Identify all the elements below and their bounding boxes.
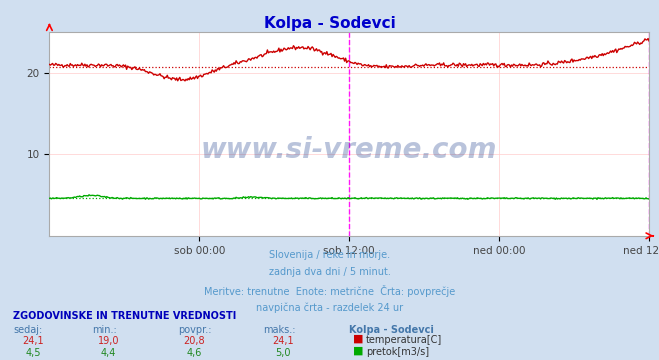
Text: ZGODOVINSKE IN TRENUTNE VREDNOSTI: ZGODOVINSKE IN TRENUTNE VREDNOSTI	[13, 311, 237, 321]
Text: 19,0: 19,0	[98, 336, 119, 346]
Text: povpr.:: povpr.:	[178, 325, 212, 335]
Text: pretok[m3/s]: pretok[m3/s]	[366, 347, 429, 357]
Text: www.si-vreme.com: www.si-vreme.com	[201, 136, 498, 165]
Text: Slovenija / reke in morje.: Slovenija / reke in morje.	[269, 250, 390, 260]
Text: zadnja dva dni / 5 minut.: zadnja dva dni / 5 minut.	[269, 267, 390, 278]
Text: maks.:: maks.:	[264, 325, 296, 335]
Text: 24,1: 24,1	[273, 336, 294, 346]
Text: min.:: min.:	[92, 325, 117, 335]
Text: Kolpa - Sodevci: Kolpa - Sodevci	[349, 325, 434, 335]
Text: ■: ■	[353, 345, 363, 355]
Text: 5,0: 5,0	[275, 348, 291, 358]
Text: ■: ■	[353, 333, 363, 343]
Text: sedaj:: sedaj:	[13, 325, 42, 335]
Text: 24,1: 24,1	[22, 336, 43, 346]
Text: 4,4: 4,4	[101, 348, 117, 358]
Text: temperatura[C]: temperatura[C]	[366, 335, 442, 345]
Text: Meritve: trenutne  Enote: metrične  Črta: povprečje: Meritve: trenutne Enote: metrične Črta: …	[204, 285, 455, 297]
Text: 4,5: 4,5	[25, 348, 41, 358]
Text: 4,6: 4,6	[186, 348, 202, 358]
Text: Kolpa - Sodevci: Kolpa - Sodevci	[264, 16, 395, 31]
Text: 20,8: 20,8	[184, 336, 205, 346]
Text: navpična črta - razdelek 24 ur: navpična črta - razdelek 24 ur	[256, 302, 403, 312]
